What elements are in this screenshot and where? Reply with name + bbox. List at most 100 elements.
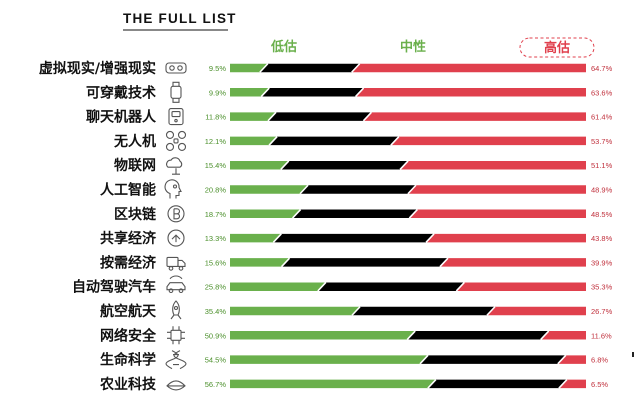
iot-cloud-icon [166,157,183,175]
chart-title: THE FULL LIST [123,11,237,26]
low-value-label: 12.1% [205,137,227,146]
bar-high [355,88,586,97]
chatbot-icon [168,108,184,126]
segment-divider [272,233,282,243]
segment-divider [260,87,270,98]
segment-divider [439,257,449,268]
chart-row: 聊天机器人 11.8% 61.4% [86,108,613,126]
smartwatch-icon [170,81,182,103]
chart-row: 可穿戴技术 9.9% 63.6% [86,81,613,103]
category-label: 自动驾驶汽车 [72,279,156,296]
chart-row: 区块链 18.7% 48.5% [114,205,613,223]
low-value-label: 9.5% [209,64,226,73]
category-label: 农业科技 [99,376,157,393]
bar-low [230,63,268,73]
bar-low [230,233,282,243]
bar-neutral [427,379,567,389]
chart-row: 按需经济 15.6% 39.9% [100,254,613,271]
sharing-economy-icon [167,229,185,247]
bar-neutral [261,88,364,97]
bar-neutral [273,233,435,243]
cybersecurity-chip-icon [167,326,185,345]
bar-neutral [259,63,360,73]
category-label: 可穿戴技术 [86,84,156,101]
bar-high [407,185,586,194]
high-value-label: 39.9% [591,258,613,267]
segment-divider [407,184,417,195]
bar-high [426,233,586,243]
high-value-label: 26.7% [591,307,613,316]
low-value-label: 13.3% [205,234,227,243]
bar-low [230,112,277,121]
chart-row: 人工智能 20.8% 48.9% [100,179,613,199]
high-value-label: 43.8% [591,234,613,243]
segment-divider [455,281,465,292]
bar-high [540,331,586,340]
bar-low [230,209,301,219]
segment-divider [540,330,550,341]
bar-neutral [420,355,566,364]
legend: 低估 中性 高估 [270,37,595,58]
legend-neutral: 中性 [400,39,426,55]
low-value-label: 9.9% [209,88,226,97]
bar-neutral [280,160,409,170]
bar-neutral [268,112,372,121]
chart-row: 物联网 15.4% 51.1% [114,157,613,175]
bar-low [230,258,290,267]
low-value-label: 18.7% [205,210,227,219]
segment-divider [399,160,409,170]
category-label: 网络安全 [100,327,157,344]
high-value-label: 64.7% [591,64,613,73]
bar-neutral [300,185,416,194]
segment-divider [280,160,290,170]
bar-neutral [269,136,399,146]
bar-low [230,355,429,364]
segment-divider [268,136,278,146]
high-value-label: 48.9% [591,186,613,195]
category-label: 生命科学 [100,352,156,369]
chart-row: 虚拟现实/增强现实 9.5% 64.7% [39,60,613,77]
bar-neutral [292,209,418,219]
right-edge-mark [632,352,634,357]
category-label: 物联网 [114,157,156,174]
low-value-label: 56.7% [205,380,227,389]
high-value-label: 51.1% [591,161,613,170]
segment-divider [486,306,496,316]
chart-row: 网络安全 50.9% 11.6% [100,326,612,345]
segment-divider [355,87,365,98]
chart-row: 生命科学 54.5% 6.8% [100,350,608,370]
segment-divider [291,209,302,219]
category-label: 虚拟现实/增强现实 [39,60,156,77]
category-label: 按需经济 [100,254,157,271]
on-demand-truck-icon [166,256,186,271]
segment-divider [351,63,361,73]
chart-rows: 虚拟现实/增强现实 9.5% 64.7% 可穿戴技术 9.9% 63.6% 聊天机器人 11.… [39,60,613,393]
bar-high [351,63,586,73]
segment-divider [408,209,418,219]
chart-row: 农业科技 56.7% 6.5% [99,376,608,393]
bar-low [230,160,289,170]
bar-high [409,209,586,219]
segment-divider [317,281,327,292]
vr-headset-icon [165,62,187,74]
agriculture-icon [166,380,186,391]
category-label: 共享经济 [100,230,157,247]
segment-divider [419,354,429,365]
bar-low [230,306,361,316]
bar-low [230,282,326,291]
self-driving-car-icon [166,275,186,294]
bar-high [486,306,586,316]
bar-neutral [317,282,465,291]
drone-icon [165,130,187,151]
bar-low [230,185,309,194]
bar-high [390,136,586,146]
bar-high [400,160,586,170]
high-value-label: 61.4% [591,113,613,122]
rocket-icon [170,300,182,320]
category-label: 区块链 [114,206,157,223]
bar-high [456,282,586,291]
high-value-label: 6.5% [591,380,608,389]
high-value-label: 53.7% [591,137,613,146]
segment-divider [427,379,437,389]
segment-divider [362,111,372,122]
